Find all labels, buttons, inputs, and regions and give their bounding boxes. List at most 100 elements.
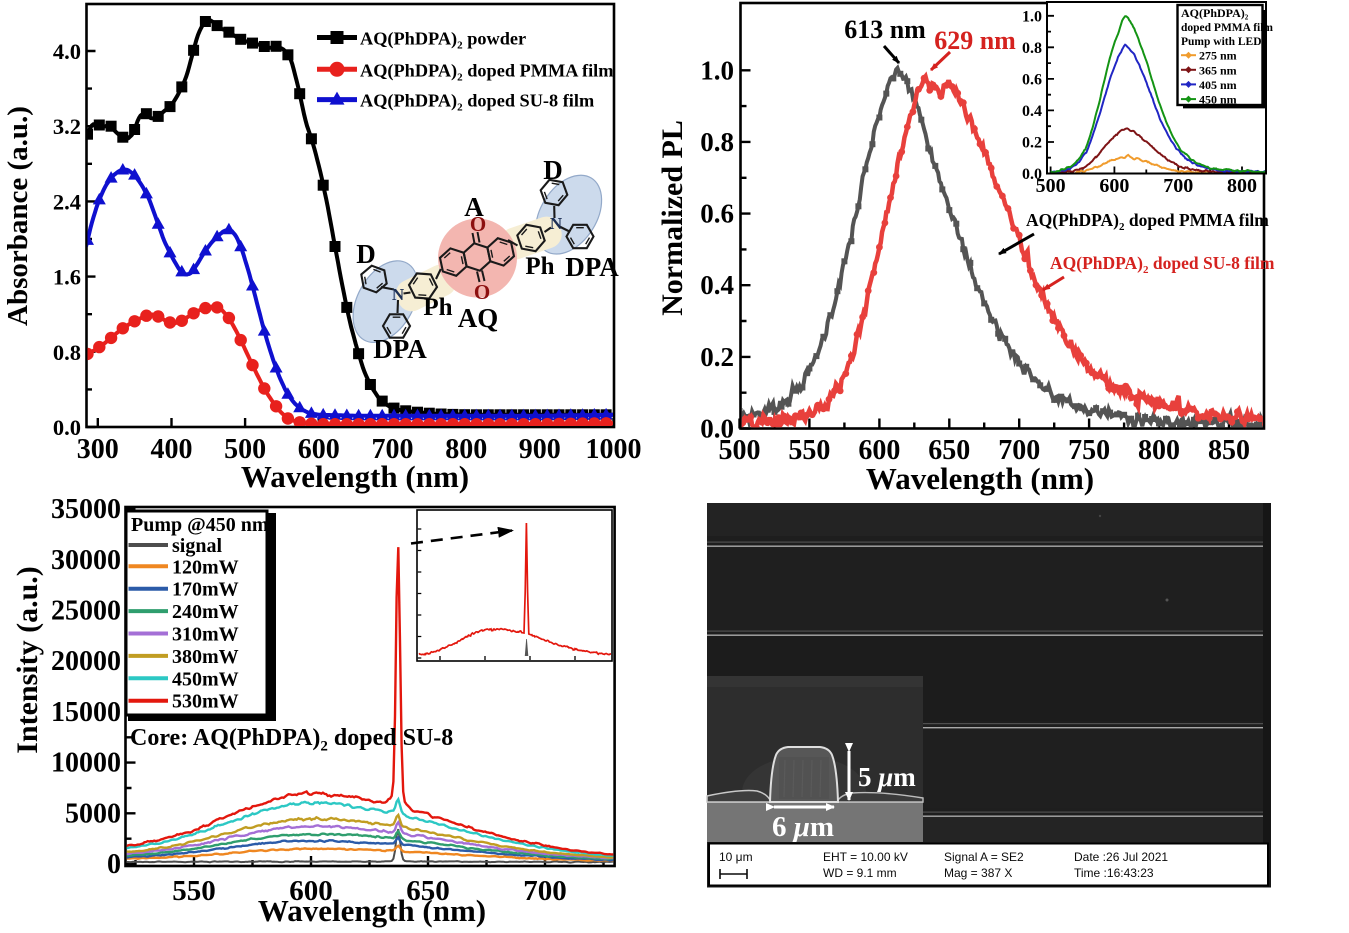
svg-text:380mW: 380mW (172, 646, 239, 668)
svg-text:4.0: 4.0 (53, 39, 81, 64)
svg-text:15000: 15000 (51, 697, 121, 728)
svg-text:Time :16:43:23: Time :16:43:23 (1074, 866, 1154, 880)
svg-text:WD = 9.1 mm: WD = 9.1 mm (823, 866, 897, 880)
svg-text:AQ(PhDPA)2 powder: AQ(PhDPA)2 powder (360, 29, 526, 52)
svg-text:613 nm: 613 nm (844, 15, 926, 44)
svg-text:550: 550 (788, 435, 830, 466)
svg-text:10 μm: 10 μm (719, 850, 753, 864)
svg-text:Intensity (a.u.): Intensity (a.u.) (11, 566, 44, 754)
svg-text:800: 800 (445, 434, 487, 465)
svg-text:D: D (543, 155, 563, 185)
svg-text:850: 850 (1208, 435, 1250, 466)
svg-text:30000: 30000 (51, 545, 121, 576)
svg-text:3.2: 3.2 (53, 114, 81, 139)
svg-text:530mW: 530mW (172, 691, 239, 713)
svg-text:600: 600 (298, 434, 340, 465)
svg-text:5 μm: 5 μm (858, 762, 916, 792)
svg-text:310mW: 310mW (172, 624, 239, 646)
svg-text:300: 300 (77, 434, 119, 465)
svg-text:0.8: 0.8 (1022, 40, 1042, 57)
svg-text:DPA: DPA (373, 334, 427, 364)
svg-text:AQ: AQ (458, 303, 499, 333)
svg-text:O: O (474, 280, 490, 304)
svg-text:AQ(PhDPA)2 doped PMMA film: AQ(PhDPA)2 doped PMMA film (1026, 210, 1269, 233)
svg-text:400: 400 (151, 434, 193, 465)
svg-text:D: D (356, 239, 376, 269)
svg-text:35000: 35000 (51, 494, 121, 525)
svg-text:700: 700 (372, 434, 414, 465)
svg-text:N: N (392, 285, 405, 304)
svg-text:0.8: 0.8 (53, 340, 81, 365)
svg-text:0.4: 0.4 (1022, 103, 1042, 120)
svg-text:650: 650 (928, 435, 970, 466)
svg-text:1.0: 1.0 (1022, 8, 1042, 25)
svg-text:Date :26 Jul 2021: Date :26 Jul 2021 (1074, 850, 1168, 864)
svg-text:doped PMMA film: doped PMMA film (1181, 22, 1273, 34)
svg-text:O: O (470, 212, 486, 236)
svg-text:365 nm: 365 nm (1199, 63, 1237, 77)
svg-text:600: 600 (289, 875, 333, 907)
svg-text:Wavelength (nm): Wavelength (nm) (866, 461, 1094, 496)
svg-text:170mW: 170mW (172, 579, 239, 601)
svg-text:Pump @450 nm: Pump @450 nm (131, 514, 269, 536)
svg-text:Wavelength (nm): Wavelength (nm) (258, 893, 486, 928)
svg-text:signal: signal (172, 535, 222, 557)
svg-text:500: 500 (719, 435, 761, 466)
svg-text:A: A (464, 192, 484, 222)
svg-text:0.6: 0.6 (1022, 71, 1042, 88)
svg-text:700: 700 (523, 875, 567, 907)
svg-text:1000: 1000 (586, 434, 642, 465)
svg-text:5000: 5000 (65, 798, 121, 829)
svg-text:Ph: Ph (525, 253, 554, 280)
svg-text:550: 550 (172, 875, 216, 907)
svg-text:0.6: 0.6 (700, 199, 734, 229)
svg-text:Mag = 387 X: Mag = 387 X (944, 866, 1012, 880)
svg-text:275 nm: 275 nm (1199, 49, 1237, 63)
svg-text:500: 500 (1036, 175, 1066, 197)
svg-text:Ph: Ph (423, 294, 452, 321)
svg-text:25000: 25000 (51, 596, 121, 627)
svg-text:EHT = 10.00 kV: EHT = 10.00 kV (823, 850, 908, 864)
svg-text:629 nm: 629 nm (934, 26, 1016, 55)
svg-text:240mW: 240mW (172, 601, 239, 623)
svg-text:0.2: 0.2 (700, 342, 734, 372)
svg-text:120mW: 120mW (172, 556, 239, 578)
svg-text:20000: 20000 (51, 646, 121, 677)
svg-text:500: 500 (224, 434, 266, 465)
svg-text:DPA: DPA (565, 252, 619, 282)
svg-text:0.4: 0.4 (700, 270, 734, 300)
svg-text:900: 900 (519, 434, 561, 465)
svg-text:800: 800 (1227, 175, 1257, 197)
svg-text:0.0: 0.0 (700, 414, 734, 444)
svg-text:6 μm: 6 μm (772, 811, 834, 843)
svg-text:600: 600 (1099, 175, 1129, 197)
svg-text:Pump with LED: Pump with LED (1181, 36, 1262, 48)
svg-text:Core: AQ(PhDPA)2 doped SU-8: Core: AQ(PhDPA)2 doped SU-8 (130, 725, 453, 754)
svg-text:650: 650 (406, 875, 450, 907)
svg-text:Absorbance (a.u.): Absorbance (a.u.) (2, 106, 34, 326)
svg-text:Wavelength (nm): Wavelength (nm) (241, 459, 469, 494)
svg-text:Normalized PL: Normalized PL (656, 120, 689, 316)
svg-text:10000: 10000 (51, 748, 121, 779)
svg-text:0: 0 (107, 849, 121, 880)
svg-text:450mW: 450mW (172, 668, 239, 690)
svg-text:450 nm: 450 nm (1199, 93, 1237, 107)
svg-text:AQ(PhDPA)2 doped SU-8 film: AQ(PhDPA)2 doped SU-8 film (360, 91, 594, 114)
svg-text:700: 700 (1163, 175, 1193, 197)
svg-text:0.0: 0.0 (1022, 166, 1042, 183)
svg-text:700: 700 (998, 435, 1040, 466)
svg-text:2.4: 2.4 (53, 189, 81, 214)
svg-text:Signal A = SE2: Signal A = SE2 (944, 850, 1024, 864)
svg-text:0.0: 0.0 (53, 415, 81, 440)
svg-text:AQ(PhDPA)2: AQ(PhDPA)2 (1181, 6, 1249, 22)
svg-text:750: 750 (1068, 435, 1110, 466)
svg-text:AQ(PhDPA)2 doped PMMA film: AQ(PhDPA)2 doped PMMA film (360, 60, 613, 83)
svg-text:N: N (550, 214, 563, 233)
svg-text:0.2: 0.2 (1022, 135, 1042, 152)
svg-text:405 nm: 405 nm (1199, 78, 1237, 92)
svg-text:0.8: 0.8 (700, 127, 734, 157)
svg-text:800: 800 (1138, 435, 1180, 466)
svg-text:1.0: 1.0 (700, 55, 734, 85)
svg-text:600: 600 (858, 435, 900, 466)
svg-text:1.6: 1.6 (53, 265, 81, 290)
